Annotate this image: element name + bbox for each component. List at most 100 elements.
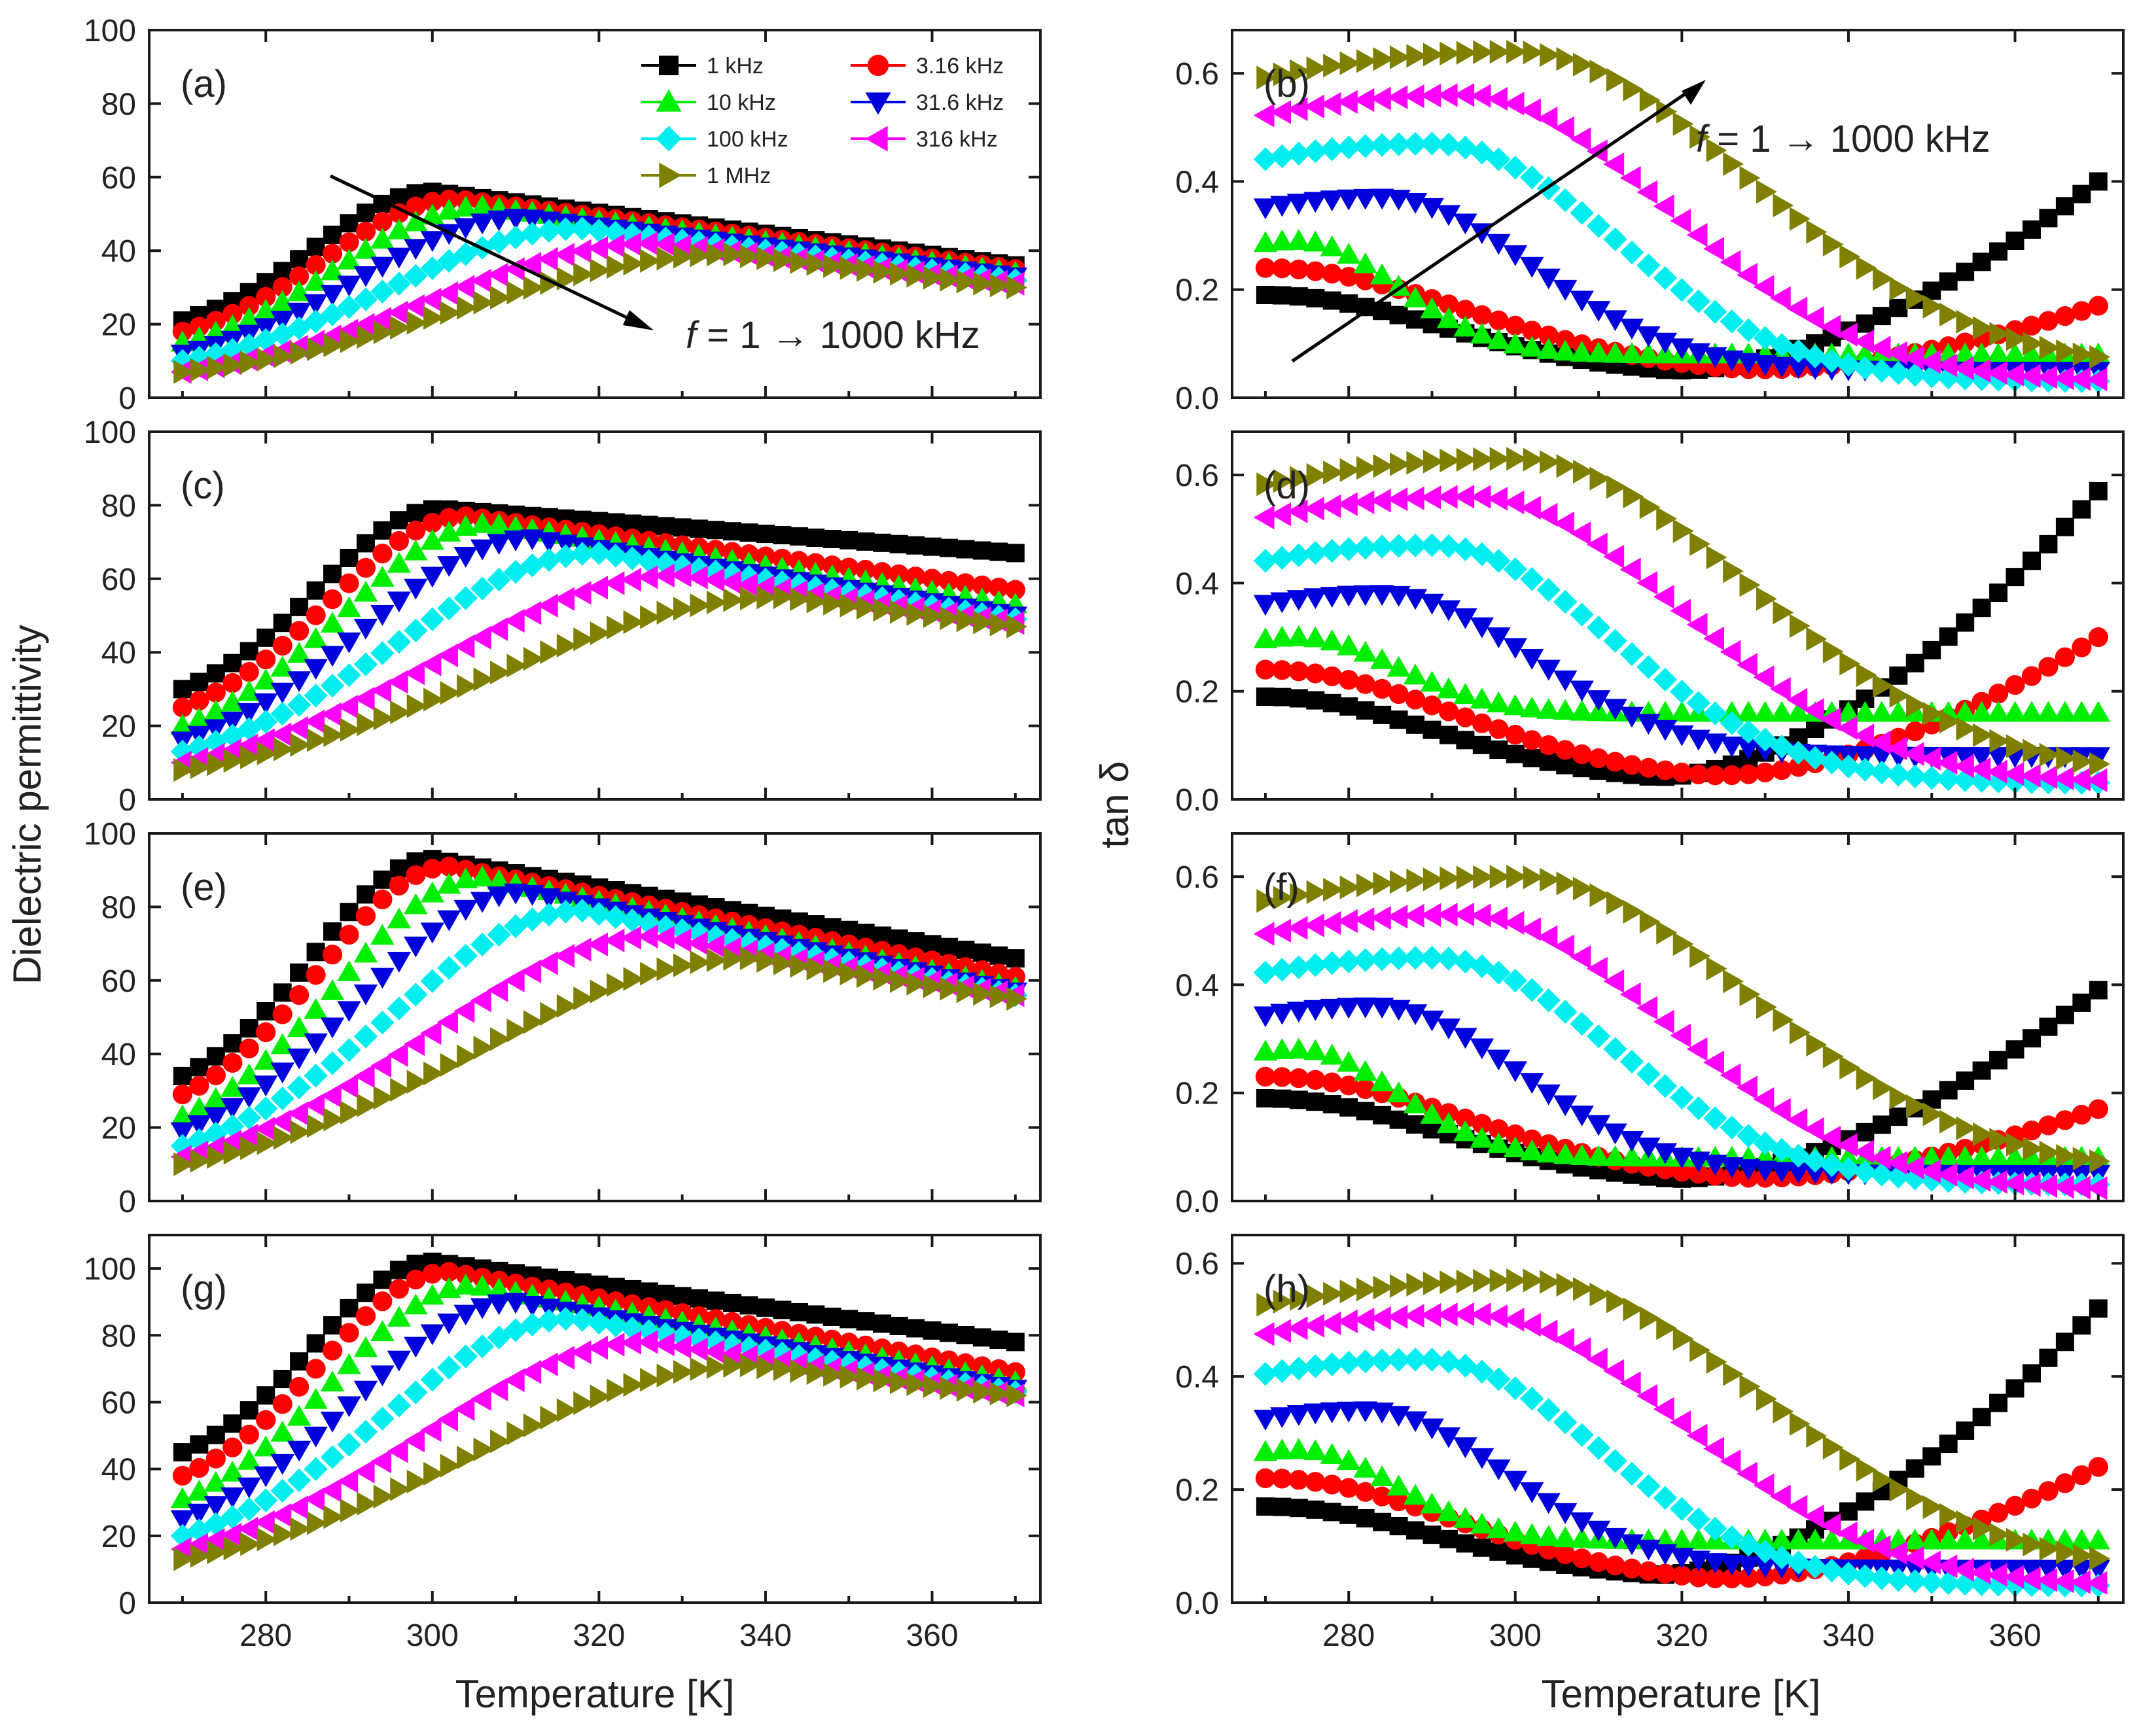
data-point: [520, 1295, 544, 1317]
data-point: [723, 947, 745, 971]
data-point: [1553, 1410, 1578, 1435]
data-point: [1540, 1270, 1561, 1294]
data-point: [170, 714, 195, 735]
data-point: [2021, 315, 2042, 336]
data-point: [1638, 1561, 1659, 1582]
data-point: [1720, 1525, 1744, 1550]
data-point: [389, 859, 408, 878]
data-point: [404, 1428, 425, 1453]
data-point: [170, 739, 195, 764]
data-point: [703, 933, 725, 958]
data-point: [570, 937, 592, 962]
data-point: [2006, 1132, 2027, 1157]
data-point: [1656, 1316, 1678, 1340]
data-point: [1403, 1304, 1424, 1328]
data-point: [356, 534, 375, 553]
data-point: [290, 250, 309, 269]
data-point: [1436, 307, 1461, 328]
data-point: [1603, 1037, 1627, 1061]
data-point: [1370, 998, 1394, 1019]
data-point: [620, 926, 641, 950]
y-tick-label: 20: [101, 1520, 136, 1554]
data-point: [1339, 875, 1361, 899]
data-point: [686, 1327, 711, 1351]
data-point: [1872, 307, 1891, 326]
data-point: [1706, 138, 1727, 163]
data-point: [1820, 1558, 1844, 1583]
data-point: [706, 590, 728, 615]
data-point: [1936, 1145, 1960, 1167]
data-point: [1986, 759, 2007, 784]
data-point: [287, 1440, 311, 1462]
data-point: [1953, 1528, 1977, 1550]
data-point: [554, 217, 578, 241]
data-point: [222, 1053, 243, 1073]
data-point: [1406, 310, 1425, 329]
data-point: [1286, 1356, 1311, 1381]
data-point: [353, 313, 375, 337]
data-point: [322, 589, 343, 610]
data-point: [406, 1070, 428, 1094]
data-point: [473, 1437, 495, 1461]
data-point: [1769, 677, 1791, 701]
data-point: [1869, 1145, 1891, 1170]
data-point: [404, 983, 428, 1007]
legend-label: 10 kHz: [707, 90, 776, 115]
data-point: [389, 203, 409, 224]
data-point: [1286, 543, 1311, 567]
data-point: [323, 1107, 345, 1132]
plot-area-a: [170, 183, 1028, 384]
data-point: [1720, 737, 1744, 758]
data-point: [956, 270, 978, 294]
series-d-316-khz: [1253, 485, 2108, 792]
data-point: [1303, 230, 1328, 252]
data-point: [1720, 1115, 1744, 1140]
data-point: [686, 1337, 708, 1361]
data-point: [1503, 1471, 1527, 1492]
data-point: [1703, 1106, 1727, 1130]
data-point: [2055, 1110, 2076, 1130]
data-point: [1853, 723, 1875, 748]
y-tick-label: 0.0: [1175, 381, 1219, 416]
data-point: [1570, 1512, 1594, 1533]
data-point: [404, 936, 428, 958]
data-point: [453, 586, 478, 610]
data-point: [1822, 1044, 1844, 1069]
y-tick-label: 100: [84, 817, 136, 852]
data-point: [1436, 1427, 1461, 1448]
data-point: [1373, 454, 1394, 478]
data-point: [287, 1404, 311, 1426]
data-point: [620, 546, 645, 570]
data-point: [972, 575, 993, 595]
data-point: [1420, 1102, 1444, 1124]
legend-label: 1 kHz: [707, 54, 764, 78]
data-point: [205, 1065, 226, 1085]
data-point: [237, 1497, 261, 1522]
data-point: [1505, 725, 1525, 745]
data-point: [1922, 1102, 1944, 1126]
data-point: [1353, 585, 1377, 606]
data-point: [973, 271, 995, 296]
data-point: [423, 688, 444, 712]
data-point: [2055, 197, 2074, 216]
data-point: [1836, 701, 1861, 722]
data-point: [1836, 1133, 1858, 1157]
data-point: [1520, 256, 1544, 278]
data-point: [556, 633, 578, 658]
data-point: [2086, 1528, 2111, 1550]
data-point: [1503, 1136, 1527, 1158]
data-point: [1270, 592, 1294, 614]
data-point: [1686, 1528, 1711, 1550]
data-point: [1273, 886, 1294, 910]
data-point: [1920, 1528, 1944, 1550]
y-tick-label: 80: [101, 890, 136, 925]
data-point: [1436, 1302, 1458, 1327]
data-point: [270, 311, 294, 332]
data-point: [1589, 883, 1611, 907]
data-point: [1370, 1465, 1394, 1487]
data-point: [439, 508, 459, 528]
data-point: [620, 232, 641, 256]
data-point: [1270, 100, 1292, 124]
data-point: [1506, 447, 1527, 471]
